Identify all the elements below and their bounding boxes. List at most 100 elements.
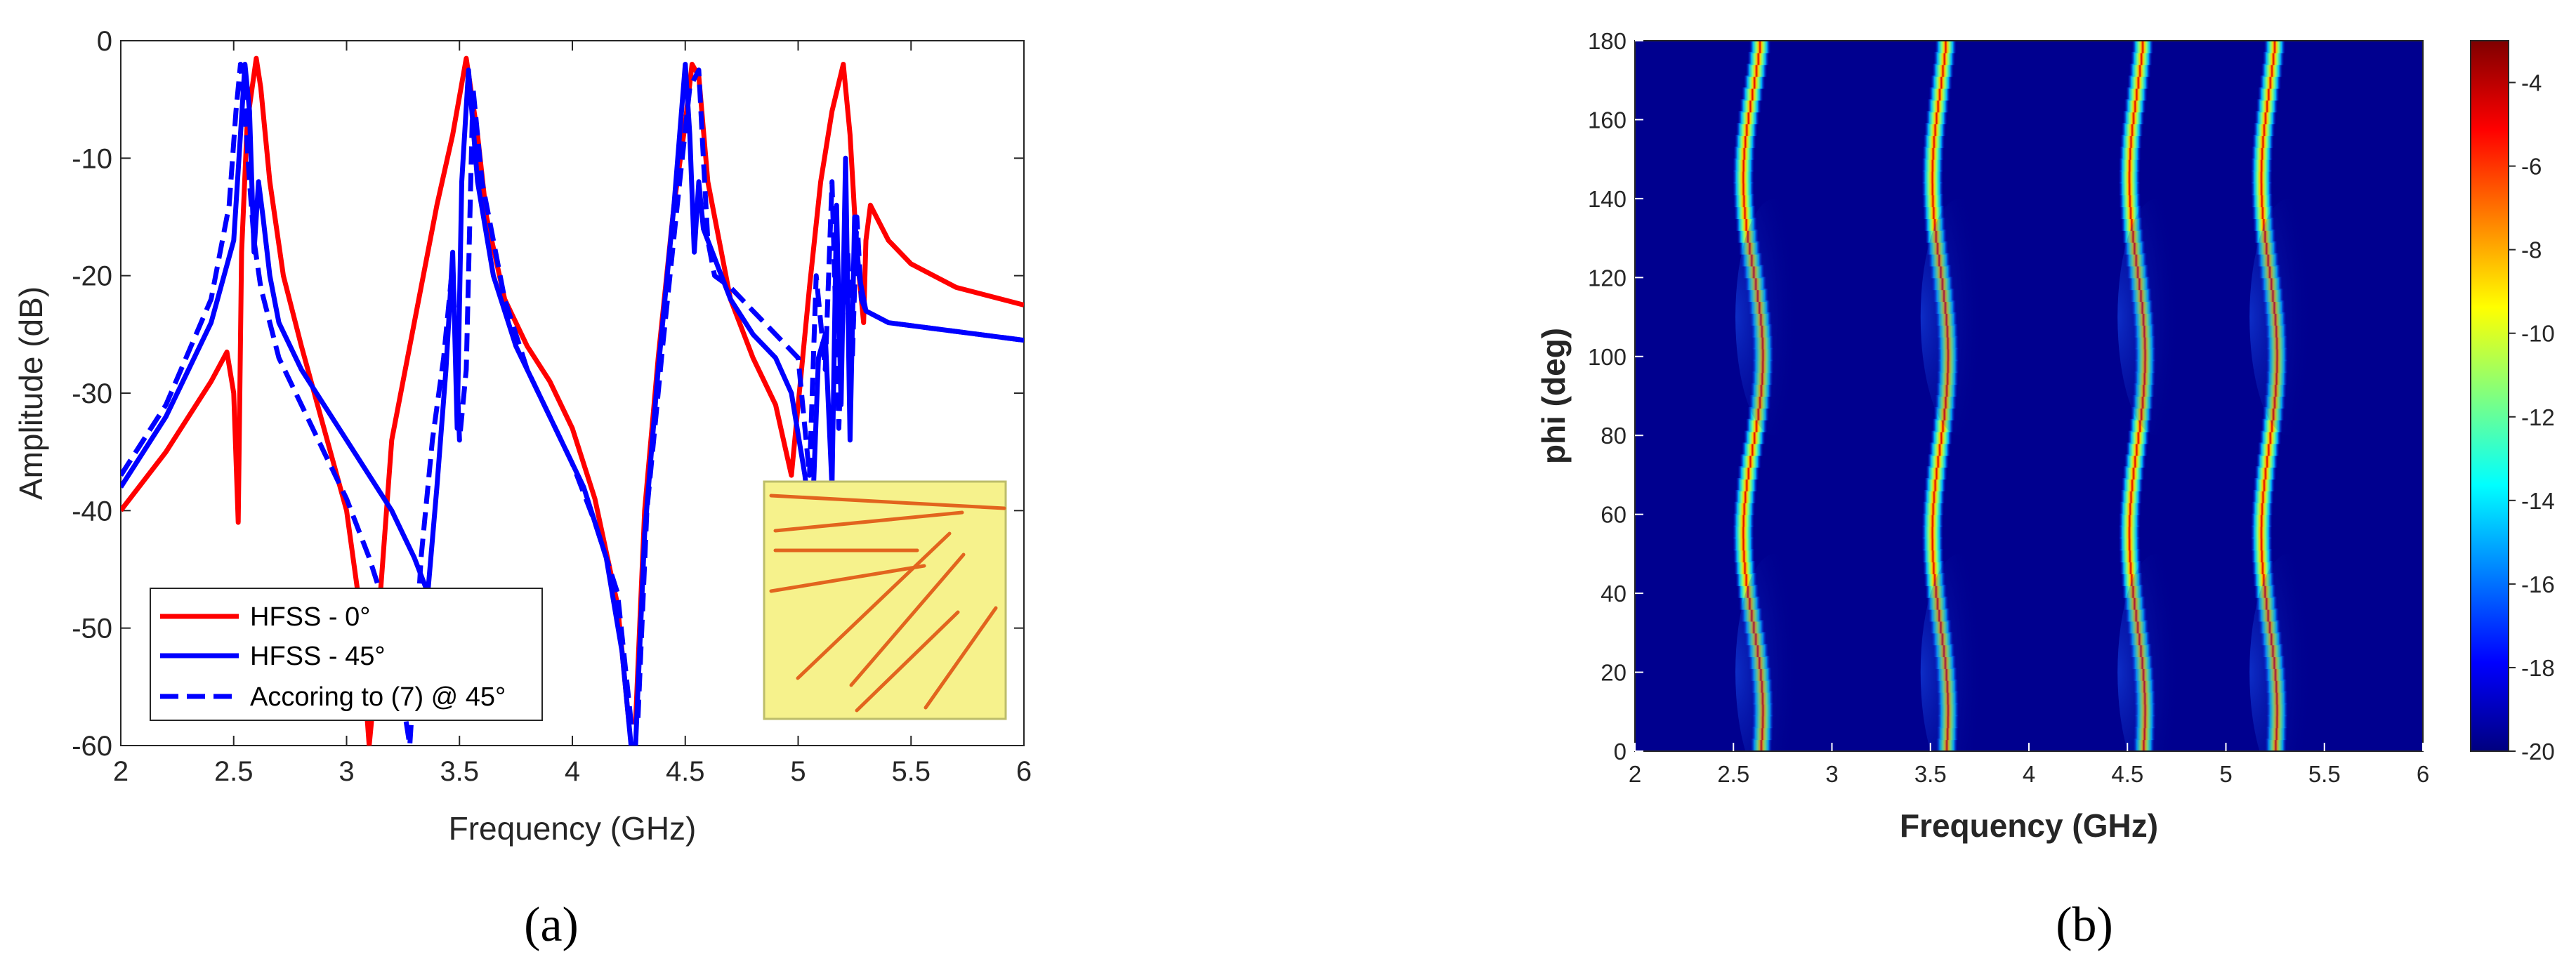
x-tick-label-b: 2.5 bbox=[1717, 761, 1749, 787]
heatmap-band-4-segment bbox=[2261, 63, 2283, 77]
heatmap-band-2-segment bbox=[1921, 158, 1944, 172]
heatmap-band-4-segment bbox=[2250, 537, 2273, 551]
legend-label-hfss0: HFSS - 0° bbox=[250, 602, 370, 632]
heatmap-band-3-segment bbox=[2119, 549, 2141, 563]
series-line-formula45 bbox=[121, 62, 1024, 746]
heatmap-band-4-segment bbox=[2251, 194, 2273, 208]
y-tick-label-b: 160 bbox=[1588, 107, 1627, 133]
heatmap-band-4-segment bbox=[2253, 123, 2275, 136]
y-tick-label-a: -30 bbox=[72, 378, 112, 409]
heatmap-band-3-segment bbox=[2118, 182, 2141, 196]
heatmap-band-2-segment bbox=[1928, 442, 1951, 456]
heatmap-band-4-segment bbox=[2251, 146, 2273, 160]
colorbar-tick-label: -10 bbox=[2521, 321, 2555, 347]
series-line-hfss0 bbox=[121, 55, 1024, 746]
heatmap-band-4-segment bbox=[2259, 430, 2282, 444]
heatmap-band-2-segment bbox=[1921, 549, 1944, 563]
heatmap-band-1-segment bbox=[1734, 561, 1756, 574]
x-axis-label-b: Frequency (GHz) bbox=[1900, 807, 2158, 844]
heatmap-band-2-segment bbox=[1923, 489, 1945, 503]
heatmap-band-3-segment bbox=[2119, 146, 2141, 160]
colorbar-tick-label: -14 bbox=[2521, 488, 2555, 514]
heatmap-band-4-segment bbox=[2252, 489, 2274, 503]
heatmap-band-4-segment bbox=[2263, 41, 2286, 53]
y-tick-label-b: 40 bbox=[1601, 581, 1627, 607]
heatmap-band-1-segment bbox=[1733, 158, 1755, 172]
heatmap-band-1-halo bbox=[1735, 198, 1815, 436]
heatmap-band-1-segment bbox=[1733, 537, 1754, 551]
heatmap-band-2-segment bbox=[1935, 41, 1957, 53]
x-tick-label-b: 5.5 bbox=[2308, 761, 2341, 787]
colorbar-tick-label: -18 bbox=[2521, 655, 2555, 681]
x-tick-label-b: 3.5 bbox=[1914, 761, 1947, 787]
heatmap-band-3-segment bbox=[2122, 111, 2145, 125]
heatmap-band-4-segment bbox=[2253, 478, 2275, 491]
heatmap-band-2-segment bbox=[1933, 51, 1956, 65]
heatmap-band-3-segment bbox=[2118, 525, 2141, 539]
heatmap-band-3-segment bbox=[2119, 501, 2141, 515]
heatmap-band-4-segment bbox=[2250, 182, 2273, 196]
heatmap-band-3-segment bbox=[2118, 170, 2141, 184]
heatmap-band-2-halo bbox=[1920, 553, 1999, 751]
heatmap-band-3-segment bbox=[2121, 123, 2143, 136]
x-tick-label-b: 4 bbox=[2023, 761, 2035, 787]
heatmap-band-2-segment bbox=[1921, 513, 1944, 527]
colorbar-tick-label: -16 bbox=[2521, 571, 2555, 597]
y-tick-label-a: -60 bbox=[72, 731, 112, 762]
y-tick-label-b: 60 bbox=[1601, 502, 1627, 528]
heatmap-bands-b bbox=[1732, 41, 2329, 751]
legend-label-hfss45: HFSS - 45° bbox=[250, 642, 386, 671]
x-tick-label-a: 5.5 bbox=[891, 756, 931, 787]
heatmap-band-2-segment bbox=[1921, 194, 1944, 208]
heatmap-band-2-segment bbox=[1921, 182, 1944, 196]
heatmap-band-4-segment bbox=[2257, 87, 2280, 101]
legend-label-formula45: Accoring to (7) @ 45° bbox=[250, 682, 506, 712]
x-tick-label-a: 4 bbox=[565, 756, 580, 787]
heatmap-band-3-segment bbox=[2126, 87, 2148, 101]
x-tick-label-a: 6 bbox=[1016, 756, 1032, 787]
colorbar-tick-label: -20 bbox=[2521, 739, 2555, 765]
heatmap-band-3-segment bbox=[2127, 75, 2150, 89]
heatmap-band-3-segment bbox=[2118, 158, 2141, 172]
heatmap-band-1-segment bbox=[1733, 549, 1755, 563]
x-tick-label-b: 6 bbox=[2417, 761, 2429, 787]
colorbar-tick-label: -4 bbox=[2521, 70, 2542, 96]
colorbar-ticks: -4 -6 -8 -10 -12 -14 -16 -18 -20 bbox=[2509, 70, 2555, 765]
heatmap-band-4-segment bbox=[2256, 454, 2278, 468]
heatmap-band-4-halo bbox=[2249, 198, 2329, 436]
heatmap-band-3-segment bbox=[2120, 206, 2142, 219]
y-tick-label-a: -50 bbox=[72, 614, 112, 644]
x-tick-label-b: 2 bbox=[1629, 761, 1641, 787]
heatmap-band-1-segment bbox=[1743, 75, 1766, 89]
heatmap-band-2-segment bbox=[1927, 454, 1950, 468]
heatmap-band-4-segment bbox=[2254, 111, 2277, 125]
heatmap-band-2-segment bbox=[1926, 466, 1947, 480]
heatmap-band-1-segment bbox=[1741, 442, 1763, 456]
heatmap-band-4-segment bbox=[2252, 206, 2274, 219]
x-tick-label-a: 2 bbox=[113, 756, 129, 787]
y-tick-label-b: 80 bbox=[1601, 423, 1627, 449]
x-tick-label-a: 4.5 bbox=[666, 756, 705, 787]
panel-a: 2 2.5 3 3.5 4 4.5 5 5.5 6 0 -10 -20 -30 -40 -50 -60 HFS… bbox=[13, 26, 1032, 952]
heatmap-band-3-segment bbox=[2122, 466, 2145, 480]
heatmap-band-4-segment bbox=[2251, 549, 2273, 563]
heatmap-band-3-segment bbox=[2120, 489, 2142, 503]
heatmap-band-3-segment bbox=[2120, 561, 2142, 574]
colorbar-tick-label: -6 bbox=[2521, 154, 2542, 180]
heatmap-band-4-halo bbox=[2249, 553, 2329, 751]
heatmap-band-4-segment bbox=[2250, 513, 2273, 527]
heatmap-band-1-segment bbox=[1741, 87, 1763, 101]
heatmap-band-3-segment bbox=[2124, 99, 2146, 113]
y-tick-label-b: 20 bbox=[1601, 660, 1627, 686]
x-tick-label-a: 3 bbox=[339, 756, 354, 787]
heatmap-band-2-segment bbox=[1921, 170, 1943, 184]
y-tick-label-b: 0 bbox=[1614, 739, 1627, 765]
heatmap-band-2-segment bbox=[1924, 478, 1946, 491]
axis-ticks-a: 2 2.5 3 3.5 4 4.5 5 5.5 6 0 -10 -20 -30 -40 -50 -60 bbox=[72, 26, 1032, 787]
y-tick-label-b: 180 bbox=[1588, 28, 1627, 54]
y-axis-label-a: Amplitude (dB) bbox=[13, 286, 49, 500]
heatmap-band-4-segment bbox=[2251, 501, 2273, 515]
heatmap-band-1-segment bbox=[1734, 134, 1756, 148]
heatmap-band-4-segment bbox=[2252, 561, 2274, 574]
heatmap-band-3-segment bbox=[2118, 537, 2141, 551]
